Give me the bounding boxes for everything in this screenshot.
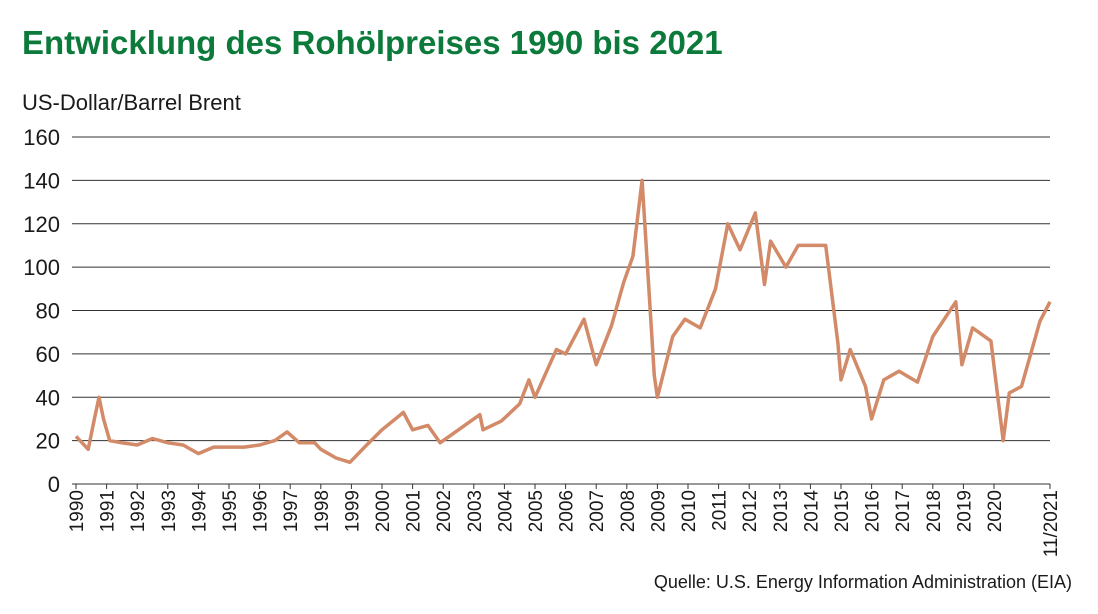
x-tick-label: 2011 <box>710 490 731 531</box>
x-tick-label: 2001 <box>404 490 425 532</box>
x-tick-label: 2018 <box>924 490 945 532</box>
x-tick-label: 2015 <box>832 490 853 532</box>
x-tick-label: 1997 <box>281 490 302 532</box>
x-tick-label: 1998 <box>312 490 333 532</box>
x-tick-label: 2010 <box>679 490 700 532</box>
y-tick-label: 60 <box>36 342 60 367</box>
x-tick-label: 2017 <box>893 490 914 532</box>
source-note: Quelle: U.S. Energy Information Administ… <box>654 572 1072 592</box>
x-tick-label: 2009 <box>648 490 669 532</box>
x-tick-label: 1994 <box>189 490 210 533</box>
chart-title: Entwicklung des Rohölpreises 1990 bis 20… <box>22 24 723 61</box>
y-tick-label: 40 <box>36 385 60 410</box>
x-tick-label: 2012 <box>740 490 761 532</box>
x-tick-label: 2008 <box>618 490 639 532</box>
x-tick-label: 1993 <box>159 490 180 532</box>
x-tick-label: 2013 <box>771 490 792 532</box>
x-tick-label: 1995 <box>220 490 241 532</box>
y-tick-label: 20 <box>36 429 60 454</box>
x-tick-label: 2019 <box>954 490 975 532</box>
x-tick-label: 2016 <box>863 490 884 532</box>
price-line <box>74 178 1052 465</box>
x-tick-label: 2007 <box>587 490 608 532</box>
x-tick-label: 1996 <box>251 490 272 532</box>
y-tick-label: 80 <box>36 299 60 324</box>
y-tick-label: 100 <box>23 255 60 280</box>
x-tick-label: 1991 <box>98 490 119 532</box>
x-tick-label: 1990 <box>67 490 88 532</box>
x-tick-label: 2005 <box>526 490 547 532</box>
x-tick-label: 1992 <box>128 490 149 532</box>
x-tick-label: 2020 <box>985 490 1006 532</box>
x-tick-label: 2006 <box>557 490 578 532</box>
x-tick-label: 2004 <box>495 490 516 533</box>
y-tick-label: 0 <box>48 472 60 497</box>
x-tick-label: 2014 <box>801 490 822 533</box>
x-tick-label: 11/2021 <box>1041 490 1062 557</box>
x-tick-label: 2002 <box>434 490 455 532</box>
y-tick-label: 140 <box>23 168 60 193</box>
y-tick-label: 160 <box>23 125 60 150</box>
y-tick-label: 120 <box>23 212 60 237</box>
x-tick-label: 1999 <box>342 490 363 532</box>
x-tick-label: 2003 <box>465 490 486 532</box>
y-axis-label: US-Dollar/Barrel Brent <box>22 90 241 115</box>
x-tick-label: 2000 <box>373 490 394 532</box>
